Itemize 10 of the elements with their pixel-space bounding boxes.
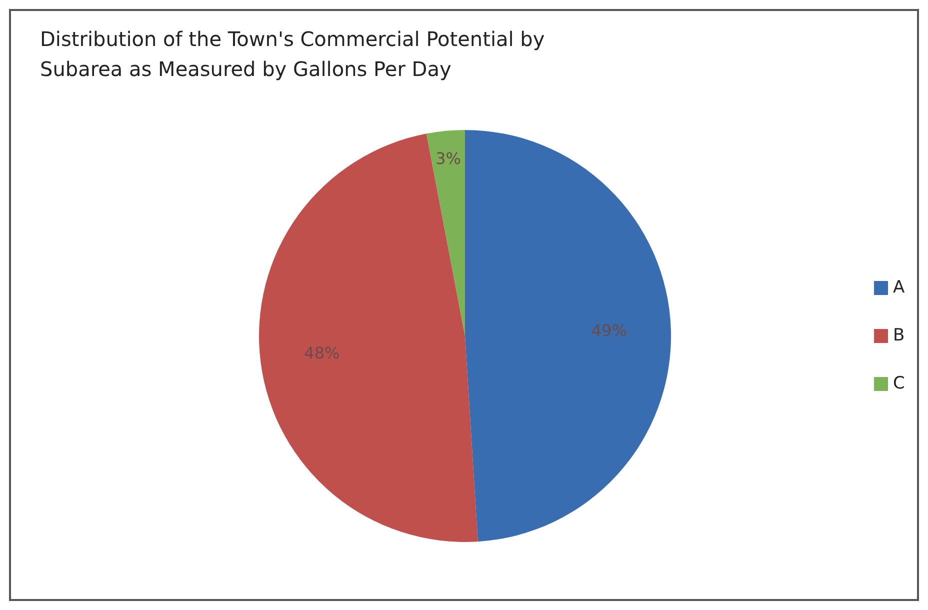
legend-label: B	[893, 326, 905, 346]
data-label: 48%	[304, 343, 340, 362]
legend-label: A	[893, 278, 905, 298]
pie-slice	[465, 130, 671, 542]
data-label: 49%	[591, 320, 627, 340]
legend-label: C	[893, 374, 905, 394]
data-label: 3%	[436, 149, 462, 168]
chart-title: Distribution of the Town's Commercial Potential by Subarea as Measured by Gallons Per Day	[40, 27, 545, 81]
pie-slice	[426, 130, 465, 336]
pie-slice	[258, 134, 478, 542]
